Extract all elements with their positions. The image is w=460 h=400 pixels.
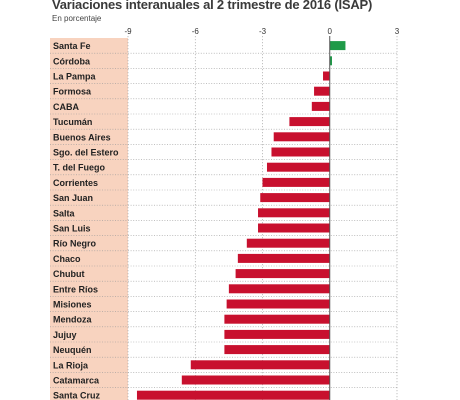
category-label: La Pampa [53,72,97,82]
bar [181,375,330,385]
bar [224,329,330,339]
category-label-band [50,38,128,400]
x-tick-label: -9 [124,27,132,36]
category-label: Santa Cruz [53,391,101,400]
bar [224,314,330,324]
category-label: Santa Fe [53,41,91,51]
bar [235,269,330,279]
category-label: Entre Ríos [53,284,98,294]
bar [262,177,330,187]
bar [237,253,330,263]
bar [258,208,330,218]
category-label: Corrientes [53,178,98,188]
bar [190,360,330,370]
category-label: Sgo. del Estero [53,148,119,158]
bar [258,223,330,233]
bar [260,193,330,203]
category-label: La Rioja [53,360,89,370]
bar [271,147,330,157]
bar [289,117,330,127]
category-label: Misiones [53,300,92,310]
category-label: Mendoza [53,315,92,325]
category-label: Río Negro [53,239,97,249]
category-label: Córdoba [53,56,91,66]
bar [314,86,330,96]
bar [273,132,330,142]
x-tick-label: -6 [192,27,200,36]
bar [323,71,330,81]
x-tick-label: -3 [259,27,267,36]
x-tick-label: 0 [328,27,333,36]
bar [246,238,330,248]
bar [226,299,330,309]
chart-title: Variaciones interanuales al 2 trimestre … [52,0,373,12]
category-label: San Luis [53,224,91,234]
bar [311,101,330,111]
category-label: San Juan [53,193,93,203]
bar [228,284,330,294]
chart-subtitle: En porcentaje [52,14,102,23]
bar [329,56,332,66]
category-label: Catamarca [53,376,100,386]
category-label: Jujuy [53,330,77,340]
category-label: T. del Fuego [53,163,106,173]
category-label: Chubut [53,269,85,279]
bar [329,41,346,51]
category-label: Neuquén [53,345,92,355]
bar [224,345,330,355]
category-label: Buenos Aires [53,132,111,142]
category-label: Chaco [53,254,81,264]
category-label: Tucumán [53,117,92,127]
category-label: Formosa [53,87,92,97]
bar [266,162,330,172]
category-label: Salta [53,208,76,218]
bar [136,390,330,400]
category-label: CABA [53,102,79,112]
x-tick-label: 3 [395,27,400,36]
